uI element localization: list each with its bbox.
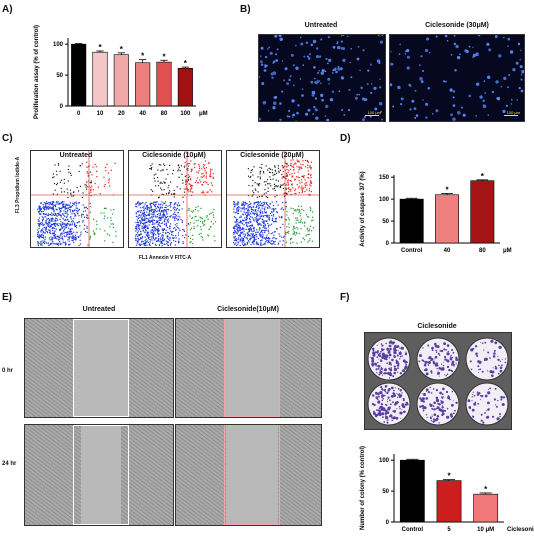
y-tick-label: 0 — [60, 104, 64, 110]
significance-star: * — [481, 172, 485, 181]
panel-label-d: D) — [340, 133, 351, 144]
significance-star: * — [98, 43, 102, 52]
flow-scatter — [129, 151, 221, 247]
bar-Control — [399, 198, 424, 244]
significance-star: * — [184, 59, 188, 68]
nuclei-dots — [390, 35, 524, 121]
flow-scatter — [227, 151, 319, 247]
bar-10 μM — [473, 493, 499, 523]
significance-star: * — [162, 52, 166, 61]
y-tick-label: 150 — [379, 175, 390, 181]
e-title-untreated: Untreated — [82, 306, 116, 313]
y-tick-label: 50 — [56, 73, 63, 79]
wound-image-untreated-24hr — [24, 424, 174, 526]
panel-label-b: B) — [240, 4, 251, 15]
wound-image-ciclesonide-0hr — [175, 318, 322, 418]
flow-cytometry-plot — [30, 150, 124, 248]
panel-label-c: C) — [2, 133, 13, 144]
scale-bar-label: 100 µm — [367, 110, 381, 115]
e-row-label-0hr: 0 hr — [2, 368, 14, 374]
x-tick-label: 80 — [479, 248, 486, 254]
bar-40 — [135, 62, 151, 107]
significance-star: * — [484, 485, 488, 494]
fluorescence-image-ciclesonide: 100 µm — [389, 34, 525, 122]
flow-scatter — [31, 151, 123, 247]
x-tick-label: 10 μM — [477, 527, 494, 533]
e-title-ciclesonide: Ciclesonide(10μM) — [217, 306, 279, 313]
scale-bar-label: 100 µm — [506, 110, 520, 115]
c-plot-title: Untreated — [59, 152, 93, 159]
c-plot-title: Ciclesonide (20μM) — [240, 152, 304, 159]
significance-star: * — [120, 45, 124, 54]
panel-label-e: E) — [2, 292, 12, 303]
scale-bar — [365, 115, 379, 116]
panel-label-a: A) — [2, 4, 13, 15]
c-plot-title: Ciclesonide (10μM) — [142, 152, 206, 159]
scale-bar — [504, 115, 518, 116]
y-tick-label: 100 — [379, 458, 390, 464]
y-tick-label: 50 — [382, 219, 389, 225]
unit-label: μM — [199, 111, 208, 117]
wound-image-ciclesonide-24hr — [175, 424, 322, 526]
e-row-label-24hr: 24 hr — [2, 461, 17, 467]
f-title: Ciclesonide — [417, 323, 457, 330]
b-title-untreated: Untreated — [304, 22, 338, 29]
bar-80 — [156, 61, 172, 107]
c-ylabel: FL3 Propidium Iodide-A — [15, 156, 21, 214]
bar-40 — [435, 194, 459, 244]
b-title-ciclesonide: Ciclesonide (30μM) — [425, 22, 489, 29]
bar-Control — [399, 459, 425, 523]
significance-star: * — [141, 52, 145, 61]
y-tick-label: 100 — [379, 197, 390, 203]
bar-0 — [71, 43, 87, 107]
x-tick-label: 40 — [444, 248, 451, 254]
x-tick-label: 40 — [139, 111, 146, 117]
colony-plate-image — [364, 332, 512, 430]
fluorescence-image-untreated: 100 µm — [258, 34, 386, 122]
flow-cytometry-plot — [226, 150, 320, 248]
c-xlabel: FL1 Annexin V FITC-A — [138, 255, 192, 261]
chart-f: 0 50 100 Number of colony (% control) Contro… — [360, 446, 534, 533]
nuclei-dots — [259, 35, 384, 121]
x-tick-label: 10 — [97, 111, 104, 117]
y-axis-label: Proliferation assay (% of control) — [34, 25, 40, 119]
y-axis-label: Activity of caspase 3/7 (%) — [360, 171, 366, 246]
flow-cytometry-plot — [128, 150, 222, 248]
x-tick-label: Control — [402, 527, 424, 533]
wound-image-untreated-0hr — [24, 318, 174, 418]
x-tick-label: 0 — [77, 111, 81, 117]
unit-label: Ciclesonide — [507, 527, 534, 533]
bar-10 — [92, 51, 108, 107]
bar-5 — [436, 480, 462, 523]
x-tick-label: Control — [401, 248, 423, 254]
x-tick-label: 20 — [118, 111, 125, 117]
x-tick-label: 5 — [447, 527, 451, 533]
y-axis-label: Number of colony (% control) — [360, 446, 366, 530]
significance-star: * — [445, 185, 449, 194]
chart-d: 0 50 100 150 Activity of caspase 3/7 (%) Cont… — [360, 171, 512, 254]
y-tick-label: 0 — [386, 241, 390, 247]
significance-star: * — [447, 472, 451, 481]
unit-label: μM — [503, 248, 512, 254]
bar-20 — [113, 54, 129, 107]
y-tick-label: 0 — [386, 520, 390, 526]
bar-100 — [177, 67, 193, 107]
x-tick-label: 100 — [180, 111, 191, 117]
panel-label-f: F) — [340, 292, 350, 303]
x-tick-label: 80 — [161, 111, 168, 117]
plate-wells — [367, 337, 509, 426]
y-tick-label: 50 — [382, 489, 389, 495]
bar-80 — [470, 180, 495, 244]
y-tick-label: 100 — [53, 42, 64, 48]
